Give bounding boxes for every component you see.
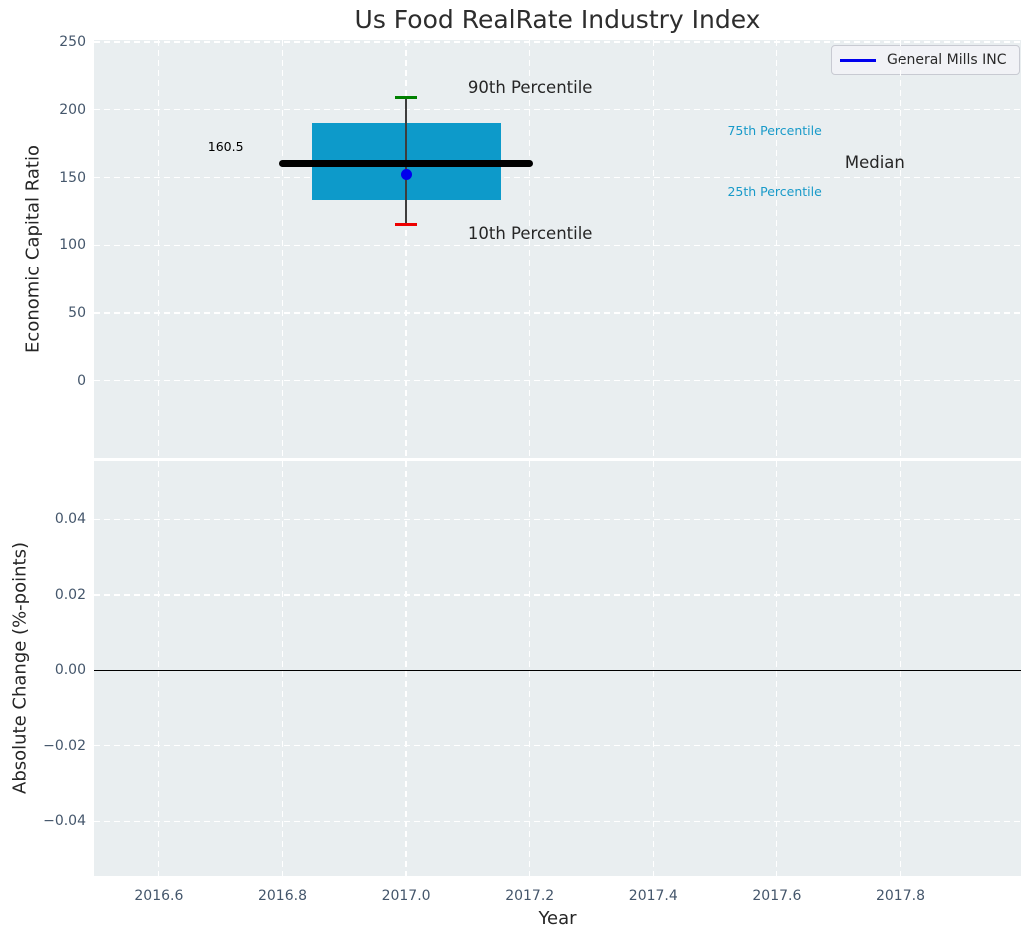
gridline-v <box>652 40 654 458</box>
annotation-10th-percentile: 10th Percentile <box>467 224 593 244</box>
gridline-v <box>529 40 531 458</box>
top-plot-area <box>94 40 1021 458</box>
gridline-h <box>94 244 1021 246</box>
x-axis-label: Year <box>538 908 577 929</box>
median-line <box>278 159 534 167</box>
gridline-v <box>405 461 407 876</box>
y-tick-label: 50 <box>68 305 86 322</box>
annotation-25th-percentile: 25th Percentile <box>727 184 822 200</box>
gridline-v <box>405 40 407 458</box>
gridline-v <box>899 461 902 876</box>
gridline-h <box>94 380 1021 382</box>
gridline-v <box>158 461 160 876</box>
legend-label: General Mills INC <box>887 52 1007 68</box>
x-tick-label: 2017.0 <box>381 888 431 904</box>
gridline-h <box>94 518 1021 521</box>
gridline-v <box>776 40 778 458</box>
annotation-75th-percentile: 75th Percentile <box>727 123 822 139</box>
gridline-v <box>281 40 284 458</box>
p90-cap-line <box>394 96 418 100</box>
y-tick-label: 0.00 <box>54 662 86 679</box>
x-tick-label: 2016.8 <box>257 888 307 904</box>
x-tick-label: 2016.6 <box>134 888 184 904</box>
x-tick-label: 2017.4 <box>628 888 678 904</box>
y-tick-label: 0.02 <box>54 586 86 603</box>
bottom-plot-area <box>94 461 1021 876</box>
y-tick-label: 0.04 <box>54 511 86 528</box>
y-tick-label: −0.04 <box>43 813 86 830</box>
y-tick-label: 150 <box>59 169 86 186</box>
annotation-median-value: 160.5 <box>207 139 244 155</box>
x-tick-label: 2017.2 <box>505 888 555 904</box>
zero-line <box>94 669 1021 672</box>
y-tick-label: 200 <box>59 101 86 118</box>
gridline-v <box>529 461 531 876</box>
legend-line-sample <box>840 58 876 62</box>
gridline-v <box>776 461 778 876</box>
company-point-dot <box>400 169 412 181</box>
legend: General Mills INC <box>831 45 1020 75</box>
y-tick-label: 0 <box>77 372 86 389</box>
gridline-h <box>94 109 1021 111</box>
gridline-v <box>899 40 902 458</box>
gridline-h <box>94 820 1021 822</box>
y-tick-label: 250 <box>59 34 86 51</box>
gridline-h <box>94 176 1021 179</box>
annotation-90th-percentile: 90th Percentile <box>467 78 593 98</box>
chart-title: Us Food RealRate Industry Index <box>354 5 761 34</box>
gridline-v <box>158 40 160 458</box>
x-tick-label: 2017.8 <box>875 888 925 904</box>
p10-cap-line <box>394 223 418 227</box>
gridline-v <box>652 461 654 876</box>
gridline-h <box>94 745 1021 747</box>
annotation-median: Median <box>844 153 905 173</box>
gridline-v <box>281 461 284 876</box>
gridline-h <box>94 312 1021 314</box>
gridline-h <box>94 594 1021 596</box>
y-tick-label: 100 <box>59 237 86 254</box>
y-tick-label: −0.02 <box>43 737 86 754</box>
gridline-h <box>94 41 1021 43</box>
x-tick-label: 2017.6 <box>752 888 802 904</box>
